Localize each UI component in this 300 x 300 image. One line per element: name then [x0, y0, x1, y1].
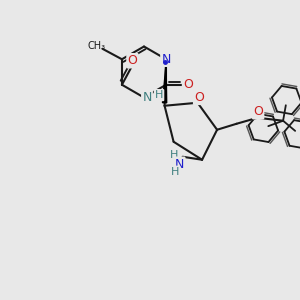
- Text: H: H: [169, 150, 178, 160]
- Text: O: O: [128, 54, 137, 67]
- Text: O: O: [253, 105, 263, 118]
- Text: N: N: [142, 91, 152, 104]
- Text: CH₃: CH₃: [88, 41, 106, 51]
- Text: O: O: [183, 78, 193, 91]
- Text: H: H: [171, 167, 179, 177]
- Text: H: H: [155, 90, 163, 100]
- Text: N: N: [161, 53, 171, 66]
- Text: O: O: [194, 91, 204, 104]
- Polygon shape: [163, 64, 167, 103]
- Text: N: N: [175, 158, 184, 171]
